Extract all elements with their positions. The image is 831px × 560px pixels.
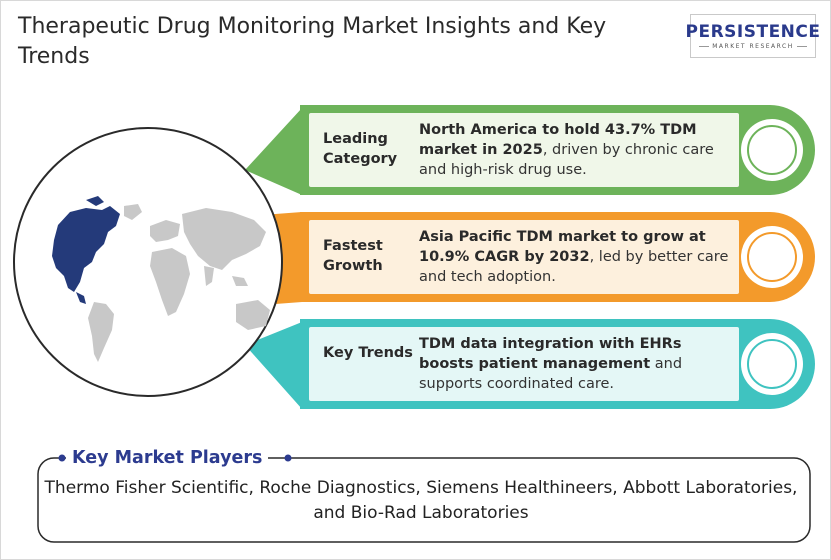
card-label: Fastest Growth (323, 238, 383, 274)
circle-icon-orange (741, 226, 803, 288)
card-text: Asia Pacific TDM market to grow at 10.9%… (419, 227, 731, 287)
connector-teal (245, 322, 302, 409)
page-title: Therapeutic Drug Monitoring Market Insig… (18, 14, 607, 69)
card-text-rest: , led by better care and tech adoption. (419, 249, 729, 285)
card-label: Key Trends (323, 345, 413, 361)
card-text-bold: Asia Pacific TDM market to grow at 10.9%… (419, 229, 706, 265)
card-text: North America to hold 43.7% TDM market i… (419, 120, 731, 180)
key-market-players-heading: Key Market Players (66, 446, 269, 470)
card-key-trends: Key Trends TDM data integration with EHR… (309, 327, 739, 401)
card-text-rest: and supports coordinated care. (419, 356, 683, 392)
persistence-logo: PERSISTENCE MARKET RESEARCH (686, 14, 820, 58)
logo-main-text: PERSISTENCE (685, 21, 821, 42)
logo-sub-text: MARKET RESEARCH (696, 43, 809, 51)
card-leading-category: Leading Category North America to hold 4… (309, 113, 739, 187)
connector-green (245, 108, 302, 195)
card-text-bold: North America to hold 43.7% TDM market i… (419, 122, 697, 158)
players-box-dot-right (284, 454, 292, 462)
card-label: Leading Category (323, 131, 398, 167)
players-box-dot-left (58, 454, 66, 462)
logo-sub-label: MARKET RESEARCH (712, 42, 794, 50)
card-text-rest: , driven by chronic care and high-risk d… (419, 142, 714, 178)
circle-icon-green (741, 119, 803, 181)
key-market-players-list: Thermo Fisher Scientific, Roche Diagnost… (44, 478, 798, 523)
world-map-globe-icon (13, 127, 283, 397)
card-fastest-growth: Fastest Growth Asia Pacific TDM market t… (309, 220, 739, 294)
card-text: TDM data integration with EHRs boosts pa… (419, 334, 731, 394)
players-box-outline (37, 457, 811, 543)
card-text-bold: TDM data integration with EHRs boosts pa… (419, 336, 682, 372)
circle-icon-teal (741, 333, 803, 395)
